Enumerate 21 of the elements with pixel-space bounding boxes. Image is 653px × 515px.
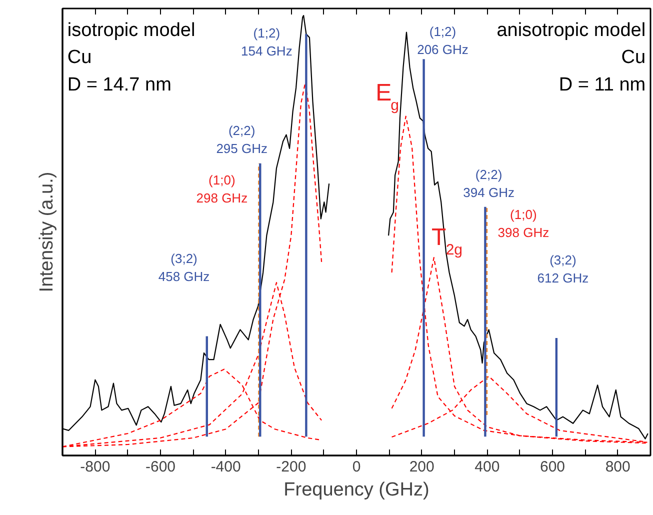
x-tick-label: -800 — [80, 458, 110, 476]
annotation: (2;2) 295 GHz — [216, 123, 268, 156]
annotation: (3;2) 458 GHz — [158, 251, 210, 284]
annotation: (1;0) 398 GHz — [498, 207, 550, 240]
x-tick-label: 800 — [605, 458, 630, 476]
x-axis-title: Frequency (GHz) — [284, 480, 430, 500]
annotation: isotropic model Cu D = 14.7 nm — [67, 20, 196, 96]
annotation: (3;2) 612 GHz — [537, 252, 589, 286]
x-tick-label: -400 — [210, 458, 241, 476]
x-tick-label: -600 — [145, 458, 176, 476]
y-axis-title: Intensity (a.u.) — [36, 172, 58, 292]
annotation: (1;2) 206 GHz — [417, 24, 468, 58]
annotation: (1;0) 298 GHz — [196, 172, 248, 206]
x-tick-label: 200 — [409, 458, 434, 476]
x-tick-label: -200 — [276, 458, 306, 476]
annotation: anisotropic model Cu D = 11 nm — [496, 20, 646, 96]
annotation: (2;2) 394 GHz — [463, 167, 514, 200]
annotation: (1;2) 154 GHz — [241, 25, 292, 58]
x-tick-label: 600 — [540, 458, 566, 476]
x-tick-label: 0 — [352, 458, 361, 476]
x-tick-label: 400 — [474, 458, 500, 476]
